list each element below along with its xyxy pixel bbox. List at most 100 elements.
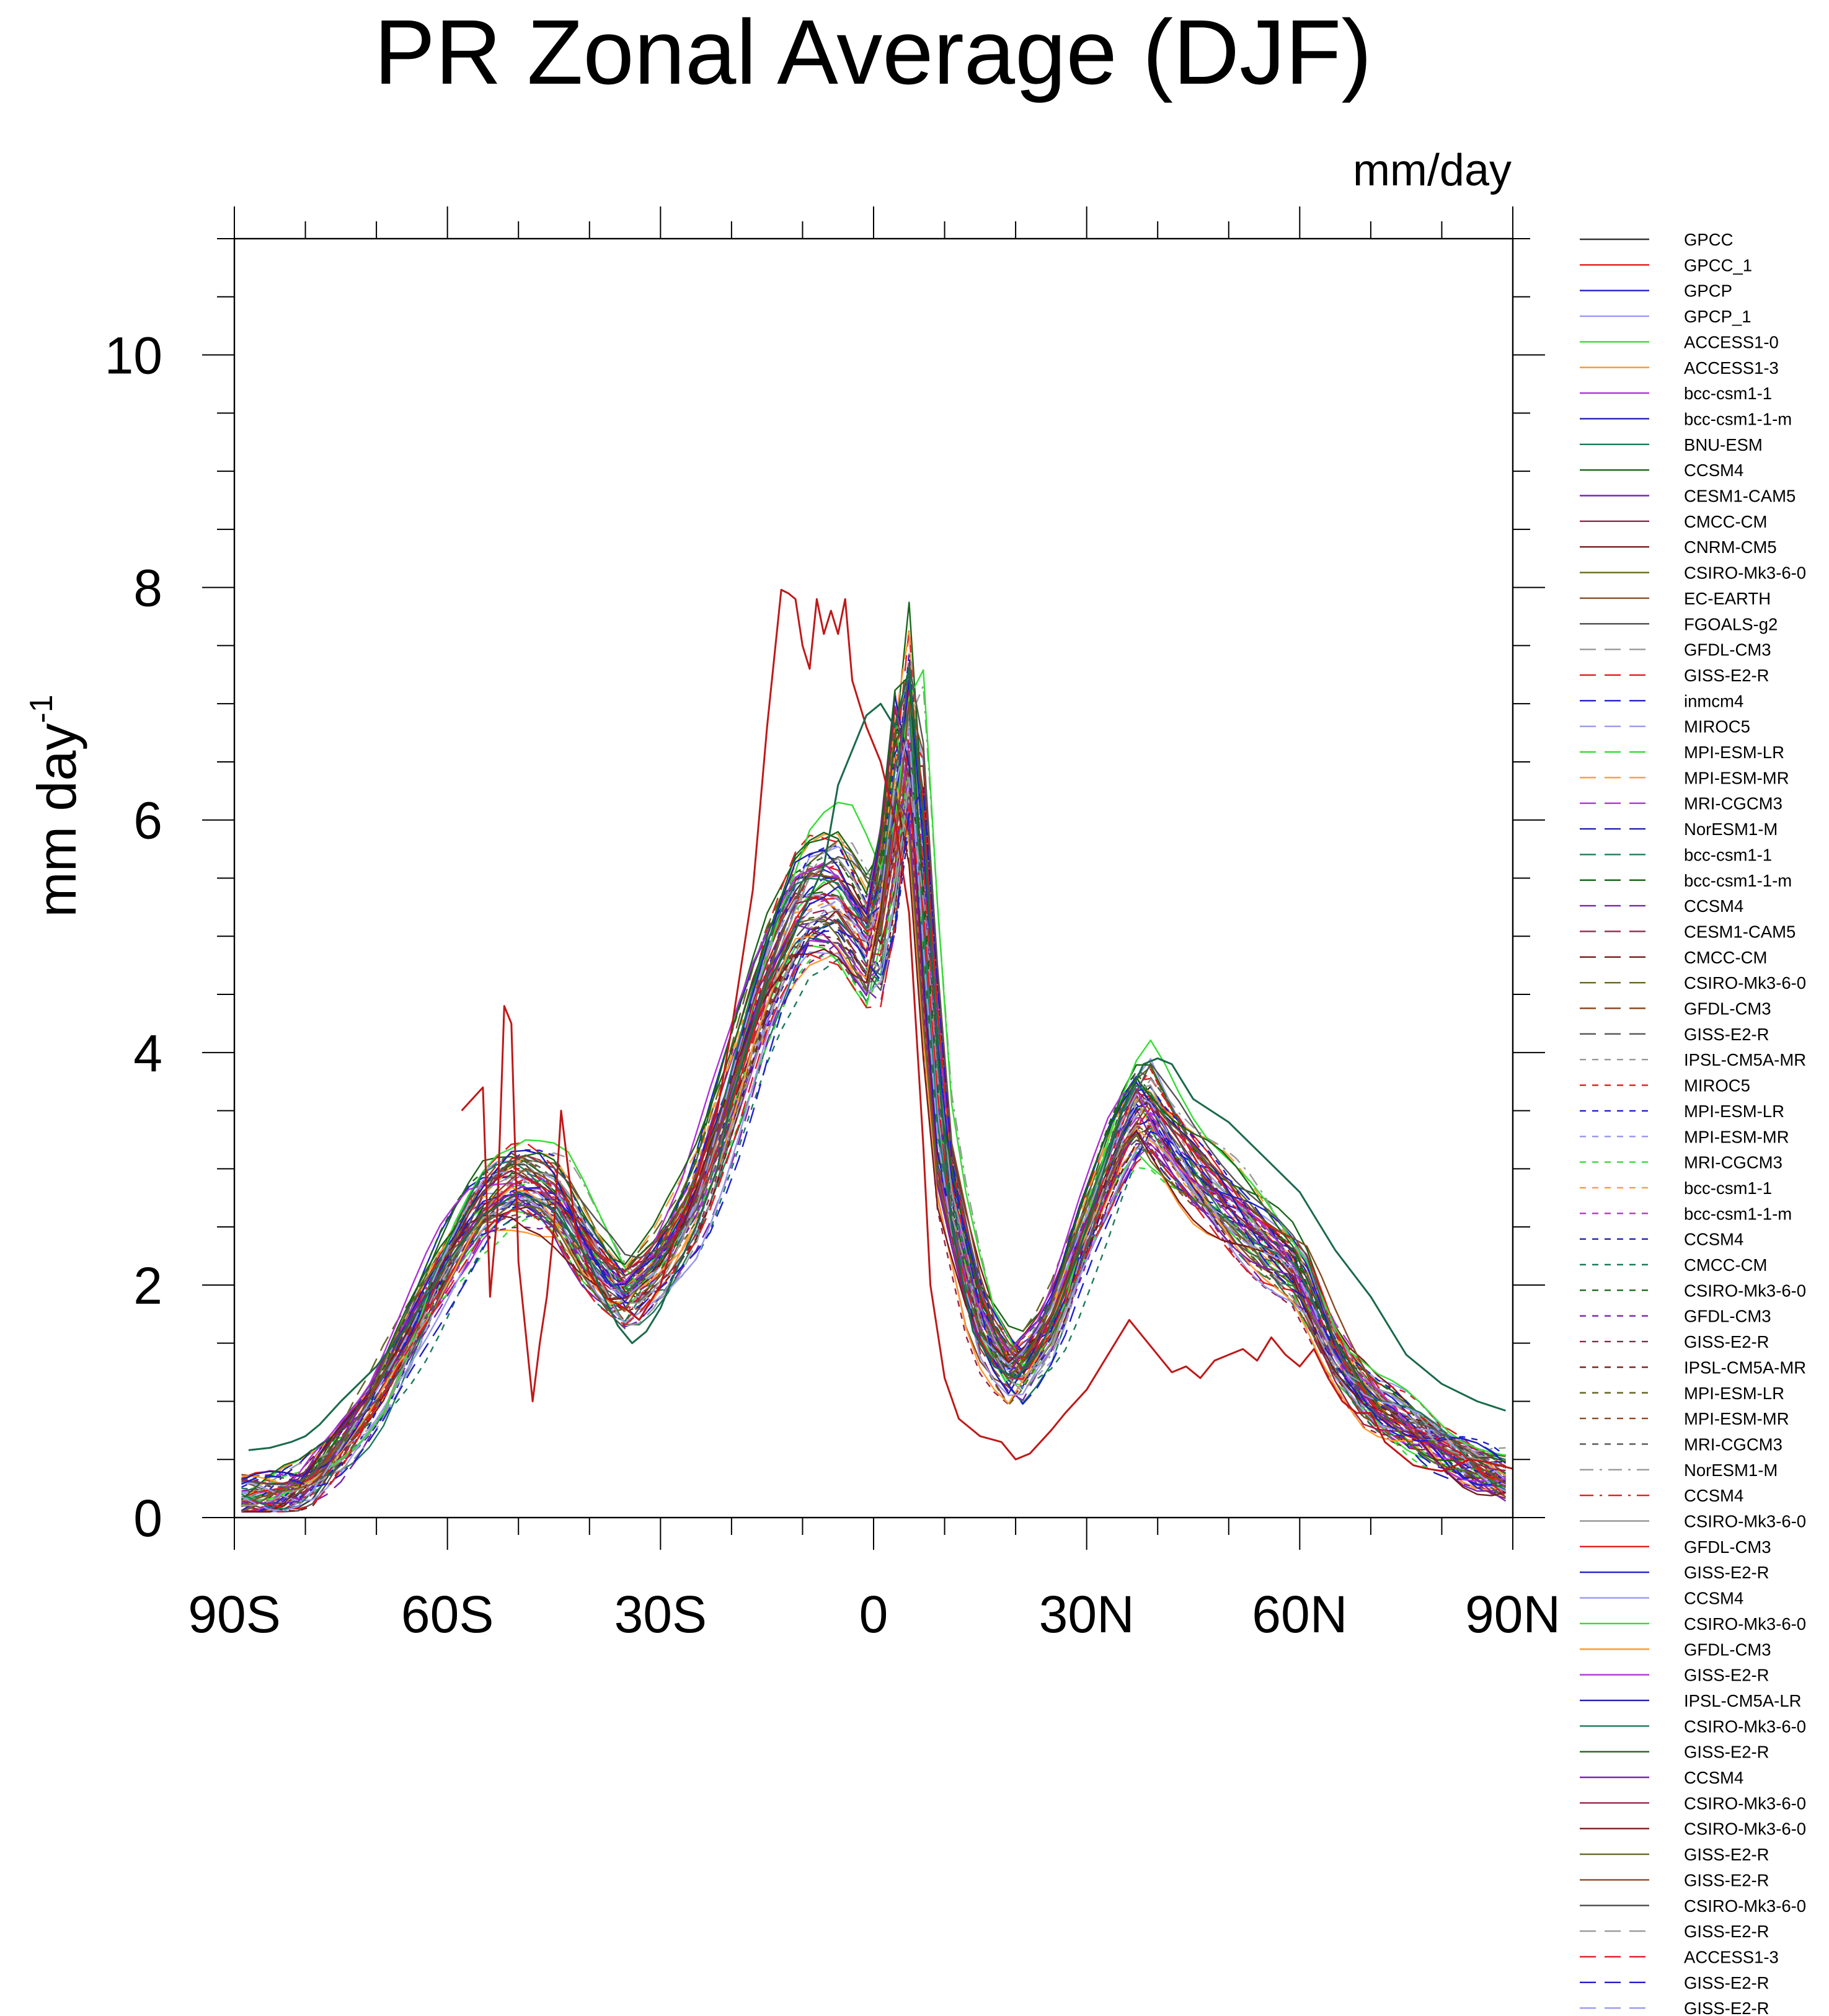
legend-label: IPSL-CM5A-MR: [1684, 1358, 1806, 1377]
series-line: [241, 705, 1507, 1510]
series-line: [241, 698, 1506, 1499]
legend-label: CNRM-CM5: [1684, 537, 1777, 557]
units-label: mm/day: [1352, 146, 1512, 195]
series-line: [241, 675, 1506, 1501]
legend-label: GISS-E2-R: [1684, 1999, 1769, 2016]
series-line: [241, 628, 1507, 1500]
legend-label: NorESM1-M: [1684, 1461, 1778, 1480]
legend-label: ACCESS1-0: [1684, 332, 1779, 351]
legend-label: MPI-ESM-MR: [1684, 1127, 1789, 1146]
series-line: [241, 710, 1506, 1513]
legend-label: EC-EARTH: [1684, 589, 1771, 608]
series-line: [241, 653, 1507, 1505]
series-line: [241, 741, 1506, 1512]
legend-label: ACCESS1-3: [1684, 358, 1779, 378]
series-line: [241, 792, 1507, 1513]
legend-label: GISS-E2-R: [1684, 1666, 1769, 1685]
series-line: [241, 719, 1506, 1507]
legend-label: CESM1-CAM5: [1684, 487, 1796, 506]
series-line: [241, 776, 1506, 1507]
legend-label: FGOALS-g2: [1684, 614, 1778, 634]
legend-label: MPI-ESM-LR: [1684, 743, 1784, 762]
legend-label: CSIRO-Mk3-6-0: [1684, 1512, 1806, 1531]
legend-label: CCSM4: [1684, 1589, 1743, 1608]
series-line: [241, 789, 1506, 1513]
legend-label: bcc-csm1-1-m: [1684, 871, 1792, 890]
y-tick-label: 2: [133, 1257, 162, 1315]
series-line: [241, 788, 1507, 1488]
legend-label: bcc-csm1-1: [1684, 1178, 1772, 1198]
legend-label: GISS-E2-R: [1684, 1973, 1769, 1992]
series-line: [241, 669, 1506, 1501]
y-tick-label: 6: [133, 792, 162, 850]
legend-label: MPI-ESM-MR: [1684, 1409, 1789, 1428]
series-line: [241, 678, 1506, 1513]
series-line: [241, 706, 1506, 1508]
legend-label: MIROC5: [1684, 717, 1750, 736]
series-line: [241, 663, 1506, 1485]
series-line: [241, 693, 1507, 1510]
series-line: [241, 715, 1506, 1513]
legend-label: bcc-csm1-1-m: [1684, 409, 1792, 428]
series-line: [241, 679, 1507, 1479]
legend-label: GISS-E2-R: [1684, 1743, 1769, 1762]
legend-label: MPI-ESM-MR: [1684, 768, 1789, 787]
series-line: [241, 631, 1506, 1503]
legend-label: GPCP_1: [1684, 307, 1752, 326]
plot-lines: [241, 588, 1513, 1513]
series-line: [241, 729, 1507, 1511]
legend-label: NorESM1-M: [1684, 820, 1778, 839]
x-tick-label: 60S: [401, 1585, 494, 1643]
series-line: [241, 718, 1506, 1495]
legend-label: IPSL-CM5A-LR: [1684, 1691, 1802, 1710]
legend-label: GISS-E2-R: [1684, 1025, 1769, 1044]
legend-label: CMCC-CM: [1684, 512, 1767, 531]
series-line: [241, 684, 1506, 1501]
x-tick-label: 30N: [1039, 1585, 1135, 1643]
legend-label: CSIRO-Mk3-6-0: [1684, 1819, 1806, 1839]
legend-label: GPCC_1: [1684, 255, 1752, 275]
legend-label: MIROC5: [1684, 1076, 1750, 1095]
x-tick-label: 30S: [614, 1585, 707, 1643]
legend-label: GFDL-CM3: [1684, 1307, 1771, 1326]
legend-label: inmcm4: [1684, 691, 1743, 710]
series-line: [241, 739, 1507, 1503]
legend-label: CSIRO-Mk3-6-0: [1684, 1793, 1806, 1813]
series-line: [241, 708, 1506, 1503]
legend-label: CSIRO-Mk3-6-0: [1684, 1896, 1806, 1916]
series-line: [241, 705, 1507, 1488]
legend-label: CCSM4: [1684, 461, 1743, 480]
legend-label: BNU-ESM: [1684, 435, 1763, 454]
legend-label: CSIRO-Mk3-6-0: [1684, 564, 1806, 583]
series-line: [241, 666, 1507, 1483]
series-line: [241, 704, 1506, 1485]
series-line: [241, 778, 1507, 1489]
series-line: [241, 653, 1507, 1488]
series-line: [241, 711, 1507, 1503]
chart-title: PR Zonal Average (DJF): [374, 1, 1372, 104]
legend-label: GISS-E2-R: [1684, 1845, 1769, 1864]
legend-label: CSIRO-Mk3-6-0: [1684, 973, 1806, 993]
y-tick-label: 0: [133, 1489, 162, 1547]
legend-label: CCSM4: [1684, 1768, 1743, 1787]
series-line: [241, 680, 1507, 1513]
series-line: [241, 730, 1506, 1513]
series-line: [241, 727, 1506, 1494]
legend-label: MRI-CGCM3: [1684, 794, 1782, 813]
plot-axes: 90S 60S 30S 0 30N 60N 90N 0 2 4 6 8 10: [105, 206, 1561, 1643]
series-line: [241, 807, 1506, 1492]
series-line: [241, 695, 1507, 1480]
legend-label: CCSM4: [1684, 1230, 1743, 1249]
x-tick-label: 60N: [1252, 1585, 1347, 1643]
legend-label: ACCESS1-3: [1684, 1947, 1779, 1966]
legend-label: bcc-csm1-1: [1684, 845, 1772, 864]
legend-label: CMCC-CM: [1684, 948, 1767, 967]
legend-label: GISS-E2-R: [1684, 666, 1769, 685]
legend-label: CSIRO-Mk3-6-0: [1684, 1717, 1806, 1736]
series-line: [241, 701, 1507, 1508]
legend-label: MRI-CGCM3: [1684, 1435, 1782, 1454]
highlight-series-line: [248, 668, 1506, 1451]
legend-label: CMCC-CM: [1684, 1255, 1767, 1275]
series-line: [241, 721, 1506, 1513]
